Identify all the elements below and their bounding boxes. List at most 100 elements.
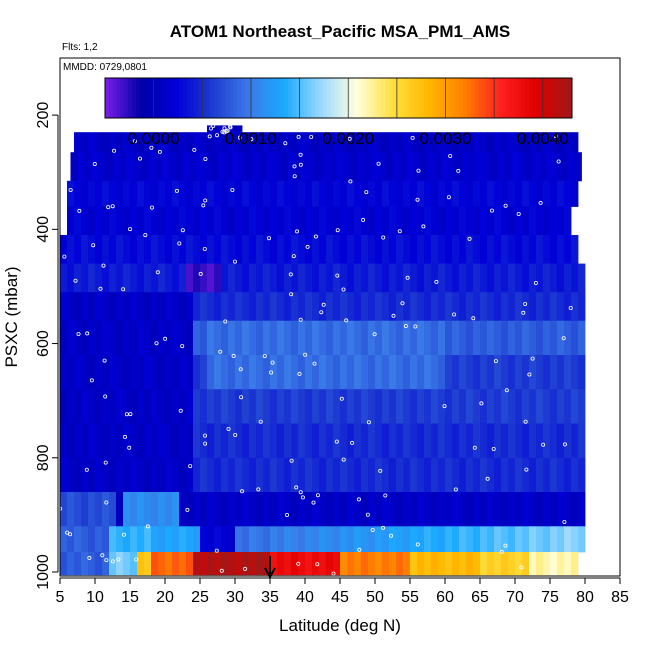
heatmap-cell bbox=[424, 457, 432, 493]
sample-marker bbox=[397, 229, 402, 234]
heatmap-cell bbox=[578, 389, 586, 424]
heatmap-cell bbox=[291, 526, 299, 553]
heatmap-cell bbox=[263, 423, 271, 459]
sample-marker bbox=[289, 458, 294, 463]
heatmap-cell bbox=[144, 389, 152, 424]
sample-marker bbox=[291, 254, 296, 259]
sample-marker bbox=[101, 263, 106, 268]
colorbar-swatch bbox=[155, 78, 160, 118]
heatmap-cell bbox=[207, 552, 215, 576]
y-tick-label: 200 bbox=[35, 102, 52, 129]
heatmap-cell bbox=[298, 457, 306, 493]
sample-marker bbox=[331, 571, 336, 576]
heatmap-cell bbox=[452, 389, 460, 424]
heatmap-cell bbox=[515, 355, 523, 390]
heatmap-cell bbox=[406, 152, 414, 182]
heatmap-cell bbox=[88, 552, 96, 576]
heatmap-cell bbox=[221, 180, 229, 207]
heatmap-cell bbox=[88, 526, 96, 553]
sample-marker bbox=[249, 137, 254, 142]
heatmap-cell bbox=[200, 389, 208, 424]
heatmap-cell bbox=[133, 152, 141, 182]
sample-marker bbox=[224, 129, 229, 134]
heatmap-cell bbox=[578, 355, 586, 390]
heatmap-cell bbox=[298, 132, 306, 153]
sample-marker bbox=[300, 495, 305, 500]
heatmap-cell bbox=[102, 389, 110, 424]
heatmap-cell bbox=[312, 235, 320, 264]
x-tick-label: 15 bbox=[121, 589, 139, 606]
heatmap-cell bbox=[476, 152, 484, 182]
heatmap-cell bbox=[270, 320, 278, 356]
heatmap-cell bbox=[508, 552, 516, 576]
heatmap-cell bbox=[270, 492, 278, 527]
colorbar-swatch bbox=[330, 78, 336, 118]
heatmap-cell bbox=[564, 492, 572, 527]
heatmap-cell bbox=[494, 235, 502, 264]
heatmap-cell bbox=[564, 526, 572, 553]
heatmap-cell bbox=[270, 423, 278, 459]
heatmap-cell bbox=[403, 492, 411, 527]
heatmap-cell bbox=[95, 263, 103, 293]
heatmap-cell bbox=[60, 389, 68, 424]
heatmap-cell bbox=[270, 389, 278, 424]
heatmap-cell bbox=[249, 457, 257, 493]
colorbar-swatch bbox=[498, 78, 503, 118]
x-tick-label: 55 bbox=[401, 589, 419, 606]
heatmap-cell bbox=[119, 152, 127, 182]
sample-marker bbox=[391, 313, 396, 318]
heatmap-cell bbox=[270, 457, 278, 493]
heatmap-cell bbox=[550, 389, 558, 424]
sample-marker bbox=[225, 128, 230, 133]
heatmap-cell bbox=[438, 263, 446, 293]
heatmap-cell bbox=[102, 492, 110, 527]
colorbar-swatch bbox=[470, 78, 476, 118]
heatmap-cell bbox=[277, 235, 285, 264]
heatmap-cell bbox=[571, 389, 579, 424]
heatmap-cell bbox=[403, 132, 411, 153]
heatmap-cell bbox=[494, 526, 502, 553]
heatmap-cell bbox=[200, 132, 208, 153]
heatmap-cell bbox=[578, 423, 586, 459]
heatmap-cell bbox=[263, 355, 271, 390]
heatmap-cell bbox=[179, 526, 187, 553]
heatmap-cell bbox=[165, 423, 173, 459]
heatmap-cell bbox=[193, 292, 201, 322]
heatmap-cell bbox=[340, 206, 348, 236]
heatmap-cell bbox=[389, 492, 397, 527]
heatmap-cell bbox=[410, 423, 418, 459]
sample-marker bbox=[334, 439, 339, 444]
heatmap-cell bbox=[508, 423, 516, 459]
sample-marker bbox=[203, 198, 208, 203]
heatmap-cell bbox=[151, 552, 159, 576]
heatmap-cell bbox=[102, 132, 110, 153]
sample-marker bbox=[524, 467, 529, 472]
heatmap-cell bbox=[480, 235, 488, 264]
x-tick-label: 70 bbox=[506, 589, 524, 606]
sample-marker bbox=[84, 467, 89, 472]
sample-marker bbox=[378, 468, 383, 473]
heatmap-cell bbox=[179, 132, 187, 153]
heatmap-cell bbox=[175, 152, 183, 182]
heatmap-cell bbox=[389, 423, 397, 459]
sample-marker bbox=[270, 360, 275, 365]
heatmap-cell bbox=[235, 355, 243, 390]
sample-marker bbox=[556, 159, 561, 164]
heatmap-cell bbox=[74, 492, 82, 527]
sample-marker bbox=[356, 497, 361, 502]
colorbar-swatch bbox=[505, 78, 511, 118]
sample-marker bbox=[503, 203, 508, 208]
heatmap-cell bbox=[536, 492, 544, 527]
heatmap-cell bbox=[508, 320, 516, 356]
heatmap-cell bbox=[123, 206, 131, 236]
heatmap-cell bbox=[172, 423, 180, 459]
heatmap-cell bbox=[504, 152, 512, 182]
colorbar-swatch bbox=[280, 78, 285, 118]
heatmap-cell bbox=[557, 389, 565, 424]
heatmap-cell bbox=[438, 235, 446, 264]
sample-marker bbox=[493, 359, 498, 364]
heatmap-cell bbox=[151, 292, 159, 322]
heatmap-cell bbox=[340, 552, 348, 576]
heatmap-cell bbox=[116, 320, 124, 356]
heatmap-cell bbox=[116, 423, 124, 459]
